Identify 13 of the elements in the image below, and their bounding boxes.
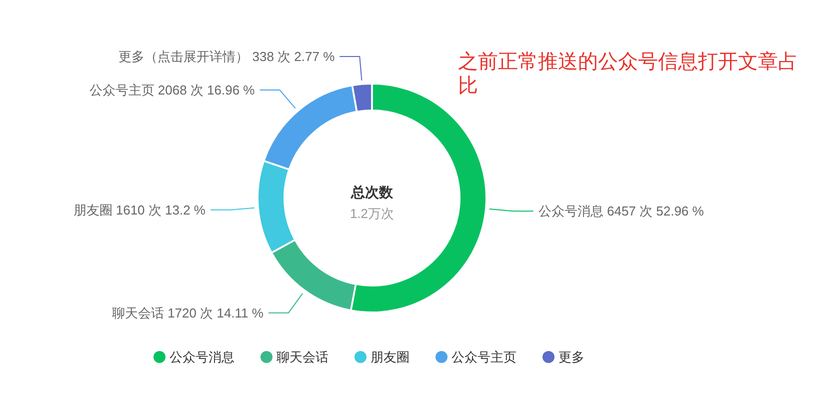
data-label: 更多（点击展开详情） 338 次 2.77 % — [118, 49, 336, 64]
text: 1.2万次 — [350, 206, 394, 221]
text: 总次数 — [350, 184, 394, 200]
text: 之前正常推送的公众号信息打开文章占比 — [458, 51, 798, 97]
legend-label: 公众号主页 — [452, 350, 516, 365]
data-label: 公众号消息 6457 次 52.96 % — [538, 204, 704, 219]
data-label: 朋友圈 1610 次 13.2 % — [73, 202, 206, 218]
legend-label: 公众号消息 — [170, 350, 234, 365]
data-label: 公众号主页 2068 次 16.96 % — [89, 82, 256, 98]
legend-label: 聊天会话 — [276, 350, 328, 365]
legend-label: 更多 — [558, 350, 584, 365]
legend-label: 朋友圈 — [370, 350, 410, 365]
data-label: 聊天会话 1720 次 14.11 % — [112, 305, 264, 320]
